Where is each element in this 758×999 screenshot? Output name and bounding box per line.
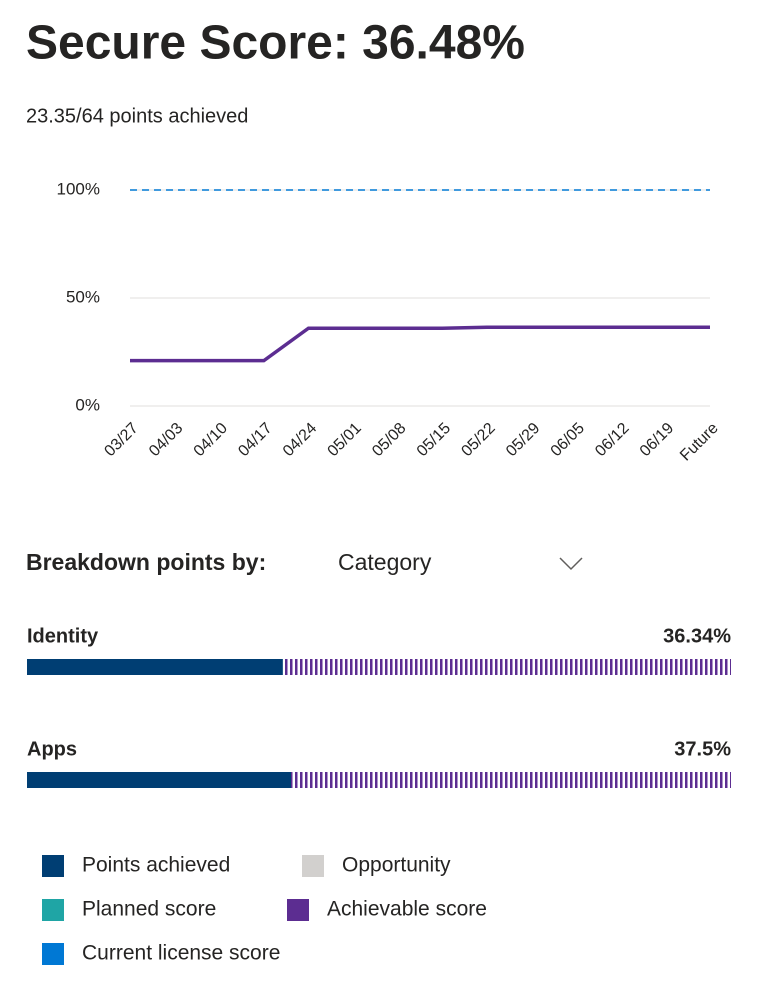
legend-swatch (42, 943, 64, 965)
category-percent: 37.5% (674, 738, 731, 760)
x-tick-label: 05/29 (503, 420, 543, 460)
breakdown-dropdown[interactable]: Category (338, 549, 583, 575)
remaining-bar (282, 659, 731, 675)
legend-label: Opportunity (342, 854, 451, 877)
x-tick-label: Future (677, 420, 722, 465)
y-tick-label: 100% (57, 179, 100, 198)
dropdown-chevron[interactable] (559, 557, 583, 571)
x-tick-label: 04/03 (146, 420, 186, 460)
legend-swatch (42, 899, 64, 921)
category-percent: 36.34% (663, 625, 731, 647)
page-title: Secure Score: 36.48% (26, 17, 525, 70)
x-tick-label: 04/17 (235, 420, 275, 460)
category-name: Apps (27, 738, 77, 760)
x-tick-label: 06/05 (548, 420, 588, 460)
legend-label: Current license score (82, 942, 280, 965)
x-tick-label: 03/27 (101, 420, 141, 460)
legend-swatch (302, 855, 324, 877)
x-tick-label: 05/22 (458, 420, 498, 460)
remaining-bar (291, 772, 731, 788)
x-tick-label: 05/08 (369, 420, 409, 460)
category-name: Identity (27, 625, 99, 647)
dropdown-value[interactable]: Category (338, 549, 432, 575)
legend-swatch (287, 899, 309, 921)
x-tick-label: 06/19 (637, 420, 677, 460)
line-series (130, 325, 710, 363)
legend-swatch (42, 855, 64, 877)
achieved-bar (27, 659, 283, 675)
x-tick-label: 04/24 (280, 420, 320, 460)
breakdown-label: Breakdown points by: (26, 549, 266, 575)
points-summary: 23.35/64 points achieved (26, 105, 248, 127)
y-tick-label: 50% (66, 287, 100, 306)
legend-label: Achievable score (327, 898, 487, 921)
legend-label: Planned score (82, 898, 216, 921)
x-tick-label: 04/10 (191, 420, 231, 460)
y-tick-label: 0% (75, 395, 100, 414)
x-tick-label: 05/15 (414, 420, 454, 460)
achieved-bar (27, 772, 291, 788)
x-tick-label: 05/01 (325, 420, 365, 460)
x-tick-label: 06/12 (592, 420, 632, 460)
legend-label: Points achieved (82, 854, 230, 877)
